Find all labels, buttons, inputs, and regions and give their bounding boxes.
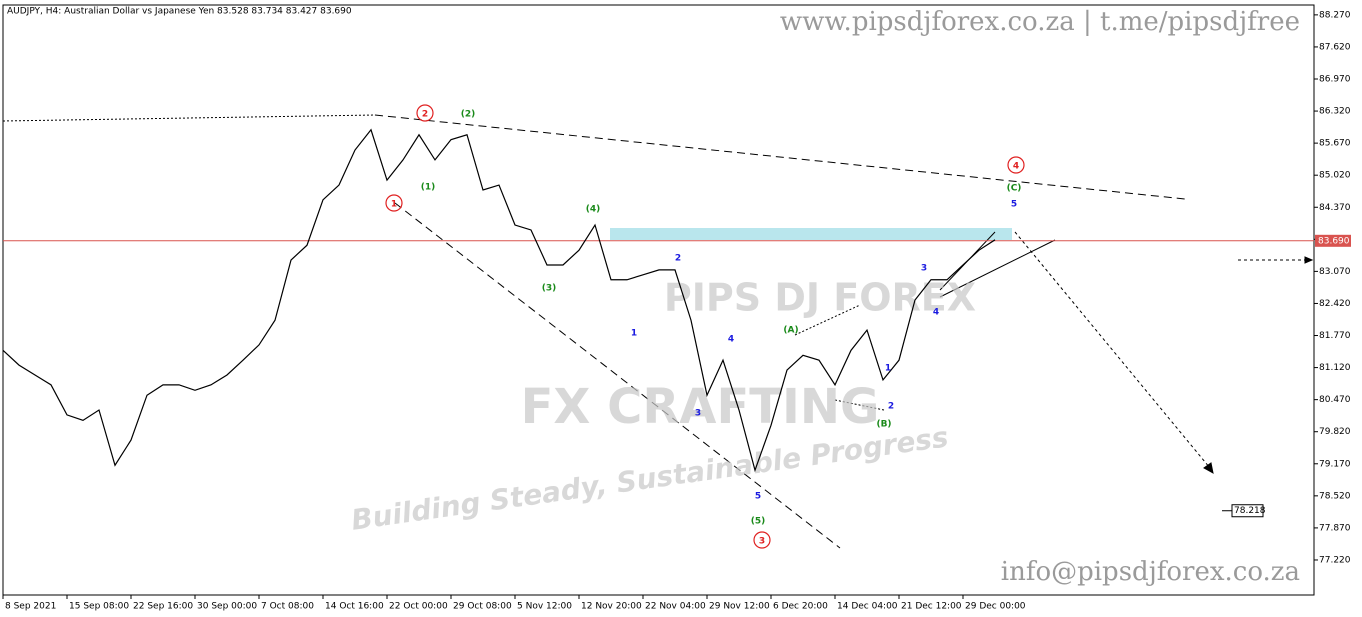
x-tick-label: 5 Nov 12:00: [517, 602, 572, 612]
y-tick-label: 78.520: [1319, 491, 1351, 501]
wave-label: 1: [885, 364, 891, 374]
wave-label: 2: [675, 254, 681, 264]
wave-label: (C): [1007, 184, 1022, 194]
trendline: [939, 239, 1056, 298]
wave-label: 5: [1011, 200, 1017, 210]
wave-label: (5): [751, 517, 766, 527]
y-tick-label: 86.320: [1319, 107, 1351, 117]
wave-label: 1: [631, 329, 637, 339]
x-tick-label: 14 Dec 04:00: [837, 602, 898, 612]
y-tick-label: 84.370: [1319, 203, 1351, 213]
wave-label: 3: [759, 537, 765, 547]
x-tick-label: 29 Dec 00:00: [965, 602, 1026, 612]
x-tick-label: 22 Oct 00:00: [389, 602, 448, 612]
wave-label: 1: [391, 200, 397, 210]
wave-label: 4: [1013, 162, 1019, 172]
target-box: [1231, 504, 1264, 518]
plot-frame: [2, 4, 1315, 596]
x-tick-label: 29 Oct 08:00: [453, 602, 512, 612]
x-tick-label: 14 Oct 16:00: [325, 602, 384, 612]
wave-label: (A): [783, 326, 798, 336]
y-tick-label: 83.070: [1319, 267, 1351, 277]
wave-label: (B): [876, 420, 891, 430]
arrow-head: [1203, 462, 1214, 474]
wave-label: (3): [542, 284, 557, 294]
trendline: [834, 399, 885, 411]
wave-label: 2: [888, 402, 894, 412]
y-tick-label: 77.220: [1319, 555, 1351, 565]
wave-label: 2: [422, 110, 428, 120]
y-tick-label: 77.870: [1319, 523, 1351, 533]
y-tick-label: 85.670: [1319, 139, 1351, 149]
wave-label: (1): [421, 183, 436, 193]
y-tick-label: 80.470: [1319, 395, 1351, 405]
trendline: [374, 114, 1186, 200]
y-tick-label: 82.420: [1319, 299, 1351, 309]
y-tick-label: 81.770: [1319, 331, 1351, 341]
wave-label: 4: [933, 308, 939, 318]
watermark: www.pipsdjforex.co.za | t.me/pipsdjfree: [780, 7, 1300, 37]
current-price-tag: [1315, 234, 1351, 247]
x-tick-label: 12 Nov 20:00: [581, 602, 642, 612]
x-tick-label: 21 Dec 12:00: [901, 602, 962, 612]
y-tick-label: 86.970: [1319, 74, 1351, 84]
x-tick-label: 7 Oct 08:00: [261, 602, 314, 612]
current-price-label: 83.690: [1318, 236, 1350, 246]
trendline: [394, 202, 841, 549]
price-line: [2, 128, 996, 473]
x-tick-label: 22 Sep 16:00: [133, 602, 193, 612]
x-tick-label: 8 Sep 2021: [5, 602, 56, 612]
y-tick-label: 79.820: [1319, 427, 1351, 437]
wave-circle: [416, 104, 434, 122]
y-tick-label: 79.170: [1319, 459, 1351, 469]
x-tick-label: 30 Sep 00:00: [197, 602, 257, 612]
y-tick-label: 88.270: [1319, 10, 1351, 20]
wave-circle: [385, 194, 403, 212]
wave-label: 5: [755, 492, 761, 502]
wave-label: (4): [586, 205, 601, 215]
logo-text: FX CRAFTING: [521, 379, 880, 435]
logo-text: PIPS DJ FOREX: [664, 276, 976, 320]
y-tick-label: 87.620: [1319, 42, 1351, 52]
resistance-zone: [610, 228, 1012, 240]
y-tick-label: 85.020: [1319, 171, 1351, 181]
wave-circle: [1007, 156, 1025, 174]
x-tick-label: 29 Nov 12:00: [709, 602, 770, 612]
x-tick-label: 6 Dec 20:00: [773, 602, 828, 612]
wave-label: 4: [728, 335, 734, 345]
wave-label: (2): [461, 110, 476, 120]
target-label: 78.218: [1234, 506, 1266, 516]
wave-circle: [753, 531, 771, 549]
wave-label: 3: [695, 409, 701, 419]
x-tick-label: 22 Nov 04:00: [645, 602, 706, 612]
chart-title: AUDJPY, H4: Australian Dollar vs Japanes…: [7, 7, 352, 17]
y-tick-label: 81.120: [1319, 363, 1351, 373]
wave-label: 3: [921, 264, 927, 274]
arrow-head: [1304, 256, 1314, 264]
watermark: info@pipsdjforex.co.za: [1001, 557, 1300, 587]
x-tick-label: 15 Sep 08:00: [69, 602, 129, 612]
